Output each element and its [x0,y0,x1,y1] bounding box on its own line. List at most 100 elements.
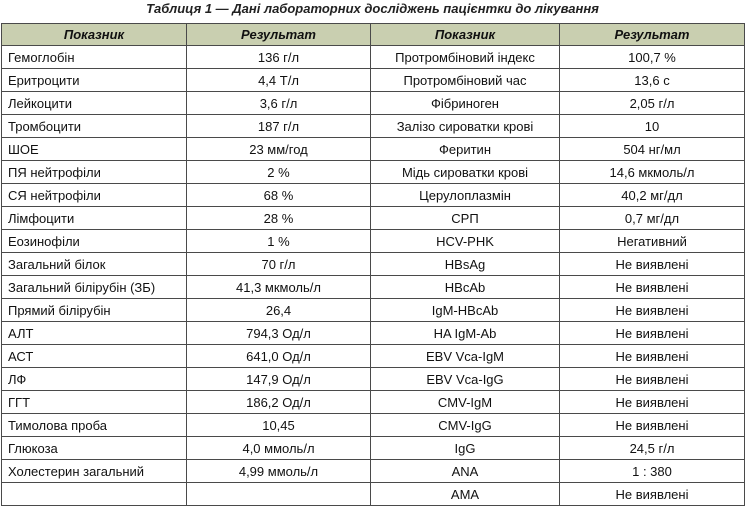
result-cell-right: 40,2 мг/дл [559,183,745,207]
indicator-cell-right: CMV-IgG [370,413,560,437]
header-indicator-left: Показник [1,23,187,46]
result-cell-right: Не виявлені [559,275,745,299]
indicator-cell-left: Еозинофіли [1,229,187,253]
indicator-cell-left: ШОЕ [1,137,187,161]
result-cell-right: Негативний [559,229,745,253]
table-row: ЛФ 147,9 Од/л EBV Vca-IgG Не виявлені [1,367,745,391]
result-cell-right: Не виявлені [559,413,745,437]
result-cell-right: 1 : 380 [559,459,745,483]
result-cell-right: Не виявлені [559,482,745,506]
indicator-cell-left: ЛФ [1,367,187,391]
table-row: Лімфоцити 28 % СРП 0,7 мг/дл [1,206,745,230]
result-cell-left: 23 мм/год [186,137,371,161]
result-cell-left: 1 % [186,229,371,253]
result-cell-left: 4,4 Т/л [186,68,371,92]
result-cell-left: 187 г/л [186,114,371,138]
header-result-right: Результат [559,23,745,46]
result-cell-right: Не виявлені [559,252,745,276]
indicator-cell-left: Холестерин загальний [1,459,187,483]
result-cell-left [186,482,371,506]
result-cell-right: 100,7 % [559,45,745,69]
indicator-cell-left: Лімфоцити [1,206,187,230]
table-row: АЛТ 794,3 Од/л HA IgM-Ab Не виявлені [1,321,745,345]
result-cell-right: 0,7 мг/дл [559,206,745,230]
result-cell-left: 641,0 Од/л [186,344,371,368]
result-cell-left: 68 % [186,183,371,207]
indicator-cell-left: АСТ [1,344,187,368]
indicator-cell-right: ANA [370,459,560,483]
indicator-cell-left: Прямий білірубін [1,298,187,322]
table-row: Гемоглобін 136 г/л Протромбіновий індекс 10… [1,45,745,69]
table-row: Прямий білірубін 26,4 IgM-HBcAb Не виявлені [1,298,745,322]
table-row: Загальний білірубін (ЗБ) 41,3 мкмоль/л HBc… [1,275,745,299]
indicator-cell-right: CMV-IgM [370,390,560,414]
table-row: Холестерин загальний 4,99 ммоль/л ANA 1 : 3… [1,459,745,483]
indicator-cell-right: СРП [370,206,560,230]
table-row: Тромбоцити 187 г/л Залізо сироватки крові 1… [1,114,745,138]
result-cell-right: 2,05 г/л [559,91,745,115]
indicator-cell-left: Лейкоцити [1,91,187,115]
table-caption: Таблиця 1 — Дані лабораторних досліджень… [146,1,599,16]
table-row: Лейкоцити 3,6 г/л Фібриноген 2,05 г/л [1,91,745,115]
result-cell-right: Не виявлені [559,367,745,391]
result-cell-right: Не виявлені [559,344,745,368]
table-row: Загальний білок 70 г/л HBsAg Не виявлені [1,252,745,276]
result-cell-left: 10,45 [186,413,371,437]
indicator-cell-left: АЛТ [1,321,187,345]
indicator-cell-right: Феритин [370,137,560,161]
result-cell-left: 147,9 Од/л [186,367,371,391]
table-row: ШОЕ 23 мм/год Феритин 504 нг/мл [1,137,745,161]
indicator-cell-left: ПЯ нейтрофіли [1,160,187,184]
table-row: AMA Не виявлені [1,482,745,506]
result-cell-left: 70 г/л [186,252,371,276]
indicator-cell-right: HBcAb [370,275,560,299]
indicator-cell-left: Загальний білірубін (ЗБ) [1,275,187,299]
indicator-cell-left: ГГТ [1,390,187,414]
indicator-cell-left: Гемоглобін [1,45,187,69]
result-cell-left: 26,4 [186,298,371,322]
indicator-cell-right: Мідь сироватки крові [370,160,560,184]
table-row: ГГТ 186,2 Од/л CMV-IgM Не виявлені [1,390,745,414]
table-row: Глюкоза 4,0 ммоль/л IgG 24,5 г/л [1,436,745,460]
result-cell-right: Не виявлені [559,298,745,322]
result-cell-left: 41,3 мкмоль/л [186,275,371,299]
indicator-cell-right: Церулоплазмін [370,183,560,207]
table-header-row: Показник Результат Показник Результат [1,23,745,46]
indicator-cell-left: Глюкоза [1,436,187,460]
indicator-cell-right: HBsAg [370,252,560,276]
indicator-cell-right: IgG [370,436,560,460]
result-cell-right: 24,5 г/л [559,436,745,460]
indicator-cell-right: Протромбіновий час [370,68,560,92]
result-cell-right: 504 нг/мл [559,137,745,161]
indicator-cell-left: СЯ нейтрофіли [1,183,187,207]
indicator-cell-right: HCV-PHK [370,229,560,253]
result-cell-left: 794,3 Од/л [186,321,371,345]
table-row: ПЯ нейтрофіли 2 % Мідь сироватки крові 14,6… [1,160,745,184]
header-result-left: Результат [186,23,371,46]
indicator-cell-right: Протромбіновий індекс [370,45,560,69]
result-cell-left: 28 % [186,206,371,230]
result-cell-left: 4,0 ммоль/л [186,436,371,460]
result-cell-left: 136 г/л [186,45,371,69]
table-row: Еозинофіли 1 % HCV-PHK Негативний [1,229,745,253]
table-row: СЯ нейтрофіли 68 % Церулоплазмін 40,2 мг/дл [1,183,745,207]
table-row: Еритроцити 4,4 Т/л Протромбіновий час 13,6 … [1,68,745,92]
result-cell-left: 4,99 ммоль/л [186,459,371,483]
indicator-cell-right: IgM-HBcAb [370,298,560,322]
result-cell-left: 186,2 Од/л [186,390,371,414]
result-cell-right: 10 [559,114,745,138]
indicator-cell-right: Залізо сироватки крові [370,114,560,138]
table-row: Тимолова проба 10,45 CMV-IgG Не виявлені [1,413,745,437]
indicator-cell-left: Тромбоцити [1,114,187,138]
result-cell-left: 2 % [186,160,371,184]
lab-results-table: Показник Результат Показник Результат Ге… [1,23,745,506]
result-cell-right: 13,6 с [559,68,745,92]
indicator-cell-right: EBV Vca-IgG [370,367,560,391]
indicator-cell-right: Фібриноген [370,91,560,115]
indicator-cell-right: EBV Vca-IgM [370,344,560,368]
result-cell-right: Не виявлені [559,321,745,345]
indicator-cell-left: Тимолова проба [1,413,187,437]
indicator-cell-left: Еритроцити [1,68,187,92]
header-indicator-right: Показник [370,23,560,46]
indicator-cell-left [1,482,187,506]
